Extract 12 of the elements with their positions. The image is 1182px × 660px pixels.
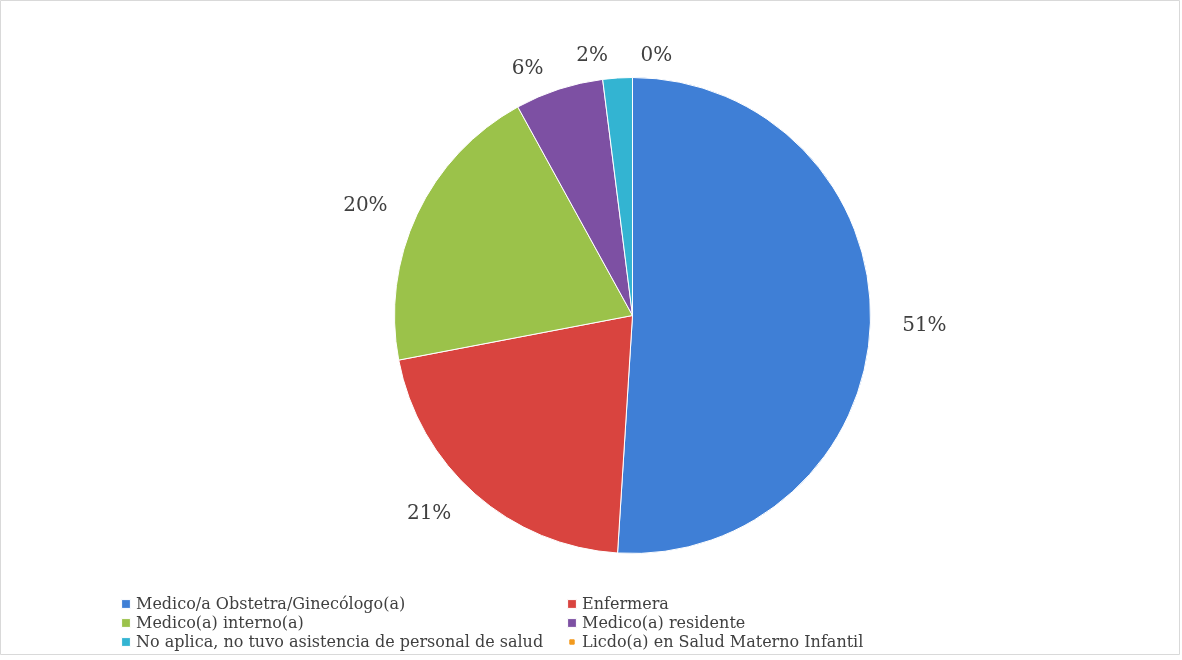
legend-label: Medico/a Obstetra/Ginecólogo(a): [136, 594, 407, 613]
legend-label: Medico(a) interno(a): [136, 613, 305, 632]
legend-label: Enfermera: [582, 594, 670, 613]
text: 0%: [640, 41, 673, 66]
legend-label: Licdo(a) en Salud Materno Infantil: [582, 632, 865, 651]
data-label: 20%: [343, 192, 388, 217]
data-label: 2%: [576, 42, 609, 67]
data-label: 51%: [902, 311, 947, 336]
legend-label: Medico(a) residente: [582, 613, 747, 632]
legend-label: No aplica, no tuvo asistencia de personal de salud: [136, 632, 545, 651]
data-label: 6%: [511, 54, 544, 79]
data-label: 21%: [406, 499, 452, 524]
